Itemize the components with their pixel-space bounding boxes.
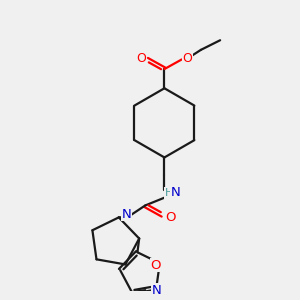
Text: O: O: [136, 52, 146, 65]
Text: N: N: [152, 284, 161, 297]
Text: N: N: [122, 208, 132, 220]
Text: H: H: [165, 188, 173, 198]
Text: O: O: [151, 259, 161, 272]
Text: O: O: [182, 52, 192, 65]
Text: O: O: [165, 211, 175, 224]
Text: N: N: [171, 187, 181, 200]
